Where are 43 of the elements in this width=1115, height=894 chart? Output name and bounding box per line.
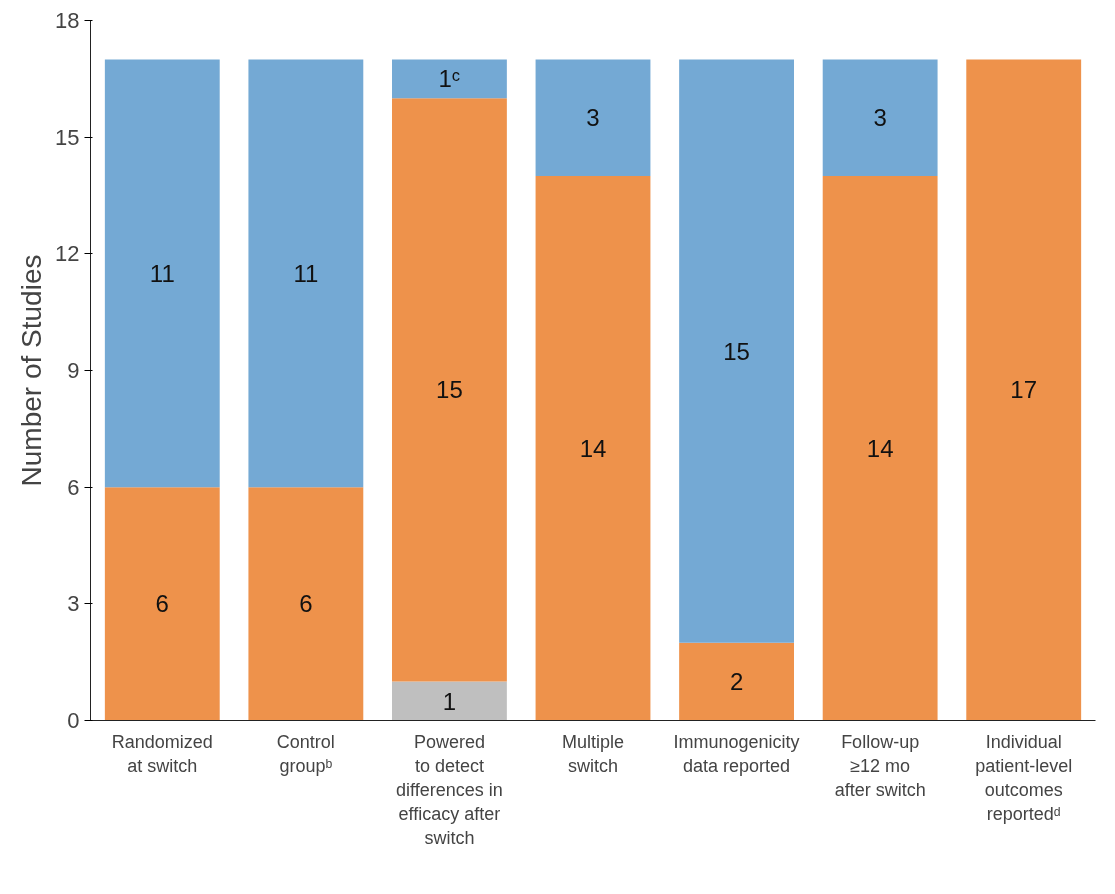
data-label: 3 [586,104,600,132]
bar [679,59,794,643]
data-label: 15 [436,376,463,404]
y-axis-title: Number of Studies [16,254,48,487]
data-label: 11 [293,259,319,287]
y-tick-label: 15 [55,124,80,150]
y-tick-label: 0 [67,708,80,733]
y-tick-label: 9 [67,358,80,383]
data-label: 6 [155,590,169,618]
data-label: 1 [442,687,457,715]
data-label: 14 [579,434,607,462]
bar [104,59,220,488]
data-label: 1ᶜ [438,65,461,93]
x-tick-label: Randomized at switch [111,731,213,776]
bar [104,487,220,721]
bar [679,642,794,721]
bar [535,176,651,721]
y-tick-label: 12 [55,241,80,267]
data-label: 17 [1010,376,1038,404]
x-tick-label: Follow-up ≥12 mo after switch [834,731,926,800]
bar [392,98,507,682]
x-tick-label: Multiple switch [561,731,625,776]
x-tick-label: Control groupᵇ [276,731,335,776]
data-label: 11 [149,259,175,287]
bar [248,59,364,488]
x-tick-label: Immunogenicity data reported [673,731,800,776]
y-tick-label: 3 [67,591,80,617]
data-label: 6 [299,590,313,618]
bar [392,59,507,99]
y-tick-label: 6 [67,474,80,500]
data-label: 15 [723,337,750,365]
y-tick-label: 18 [55,8,80,33]
x-tick-label: Powered to detect differences in efficacy after switch [396,731,503,848]
bar [392,681,507,721]
x-tick-label: Individual patient-level outcomes reportedᵈ [975,731,1073,824]
data-label: 2 [729,668,744,696]
bar [822,59,938,177]
data-label: 3 [873,104,887,132]
bar [535,59,651,177]
bar [248,487,364,721]
bar [822,176,938,721]
data-label: 14 [866,434,894,462]
bar [966,59,1082,721]
